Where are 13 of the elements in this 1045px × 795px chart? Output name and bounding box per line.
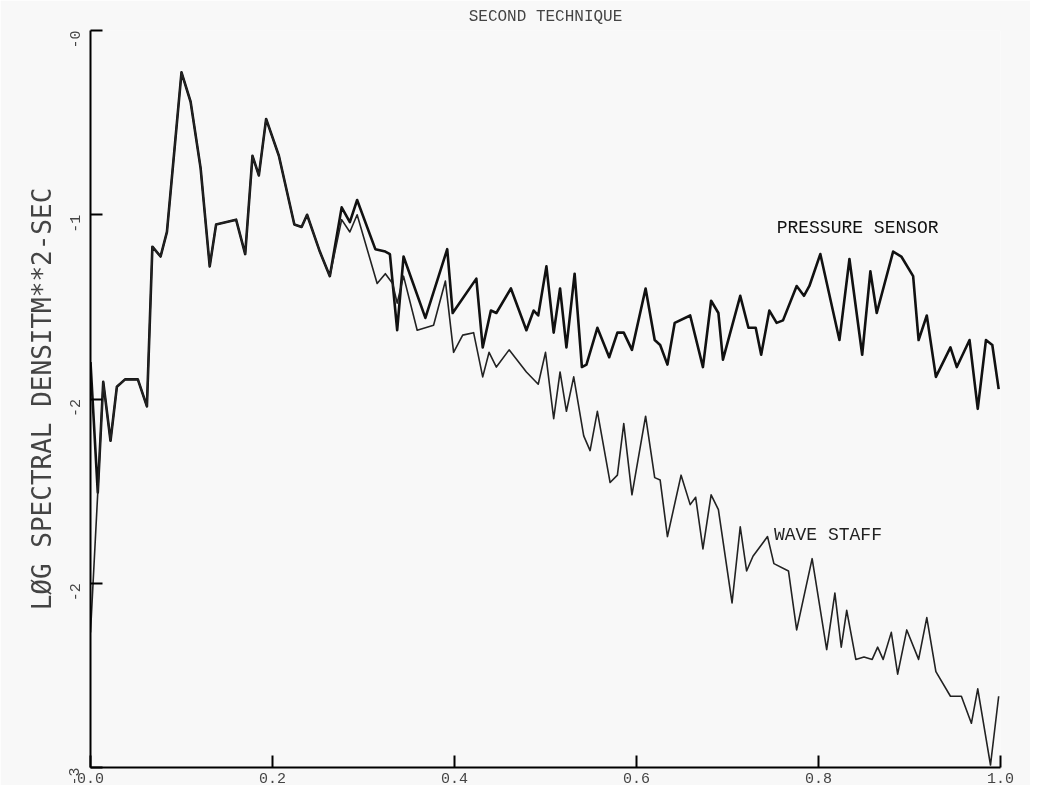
y-tick-label: -0 (67, 30, 85, 49)
x-tick-label: 0.4 (441, 770, 469, 788)
x-tick-label: 1.0 (987, 770, 1015, 788)
x-tick-label: 0.6 (623, 770, 651, 788)
y-tick-label: -2 (67, 583, 85, 602)
y-tick-label: -1 (67, 214, 85, 233)
y-axis-title: LØG SPECTRAL DENSITM**2-SEC (26, 187, 57, 611)
series-label: WAVE STAFF (773, 524, 882, 545)
chart-title: SECOND TECHNIQUE (468, 7, 623, 26)
x-tick-label: 0.8 (805, 770, 833, 788)
y-tick-label: -2 (67, 398, 85, 417)
series-label: PRESSURE SENSOR (776, 217, 939, 238)
x-tick-label: 0.2 (259, 770, 287, 788)
